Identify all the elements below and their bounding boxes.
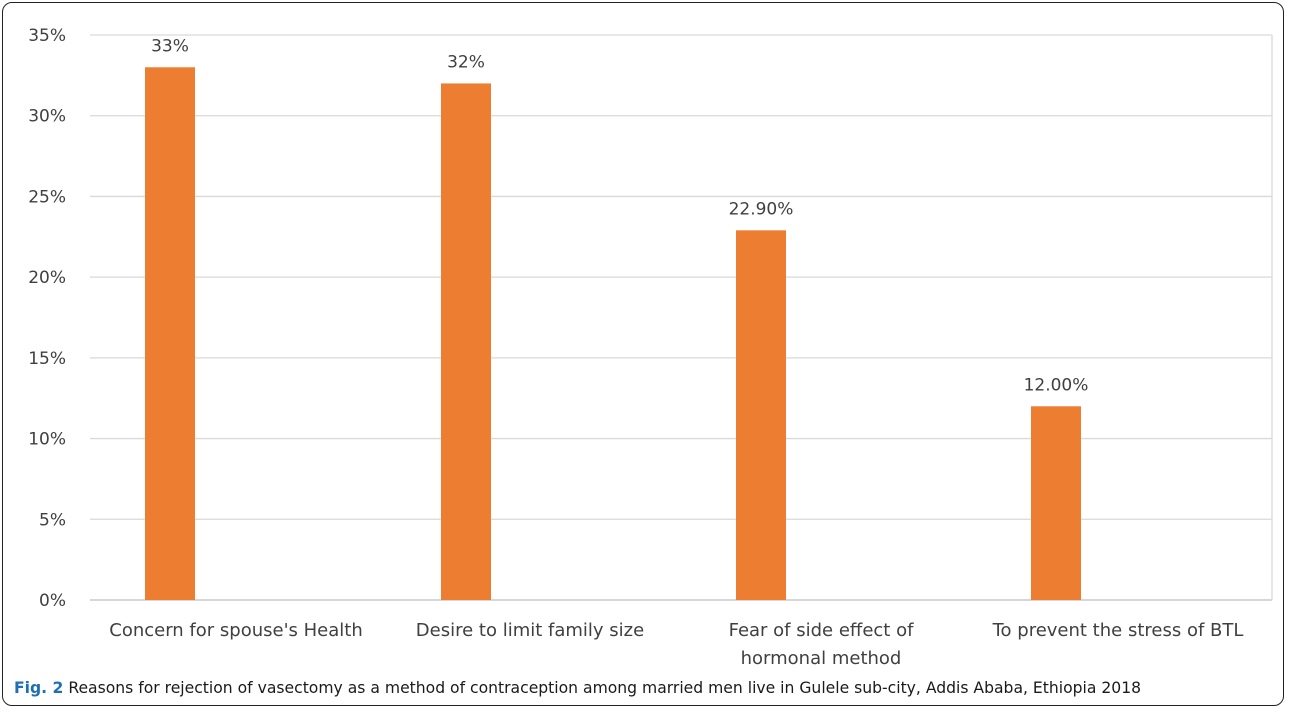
bar	[145, 67, 195, 601]
x-tick-label: Concern for spouse's Health	[109, 620, 362, 641]
figure-caption: Fig. 2 Reasons for rejection of vasectom…	[14, 679, 1276, 697]
bar	[736, 230, 786, 601]
y-axis-ticks: 0% 5% 10% 15% 20% 25% 30% 35%	[28, 26, 66, 611]
y-tick-label: 10%	[28, 430, 66, 450]
data-label: 32%	[447, 52, 485, 72]
data-label: 22.90%	[729, 199, 794, 219]
x-tick-label: To prevent the stress of BTL	[992, 620, 1244, 641]
y-tick-label: 25%	[28, 187, 66, 207]
bars	[145, 67, 1081, 601]
y-tick-label: 20%	[28, 268, 66, 288]
data-label: 33%	[151, 36, 189, 56]
y-tick-label: 5%	[39, 510, 66, 530]
bar	[1031, 406, 1081, 600]
y-tick-label: 0%	[39, 591, 66, 611]
data-labels: 33% 32% 22.90% 12.00%	[151, 36, 1088, 395]
y-tick-label: 35%	[28, 26, 66, 46]
caption-text: Reasons for rejection of vasectomy as a …	[63, 679, 1142, 697]
gridlines	[90, 34, 1273, 601]
x-axis-labels: Concern for spouse's Health Desire to lim…	[109, 620, 1243, 669]
data-label: 12.00%	[1024, 375, 1089, 395]
bar-chart: 0% 5% 10% 15% 20% 25% 30% 35% 33% 32% 22.90% 12.00…	[28, 26, 1273, 669]
y-tick-label: 15%	[28, 349, 66, 369]
x-tick-label: Desire to limit family size	[416, 620, 644, 641]
y-tick-label: 30%	[28, 107, 66, 127]
bar	[441, 83, 491, 600]
caption-label: Fig. 2	[14, 679, 64, 697]
x-tick-label: Fear of side effect of hormonal method	[729, 620, 915, 669]
